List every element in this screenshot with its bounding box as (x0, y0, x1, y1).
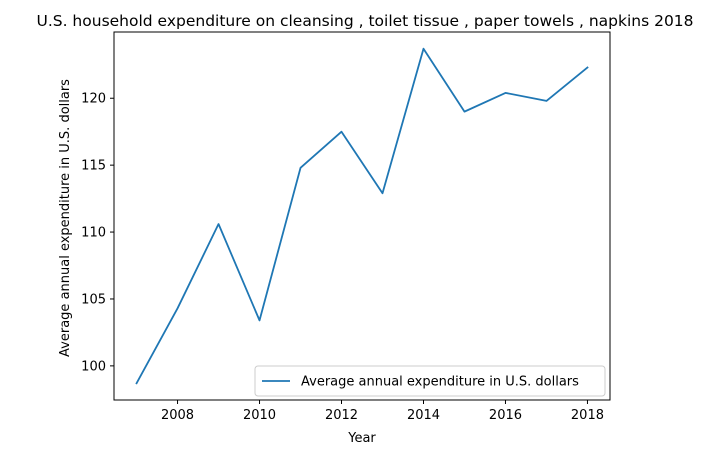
x-tick-label: 2018 (571, 408, 604, 423)
legend-label: Average annual expenditure in U.S. dolla… (301, 375, 579, 390)
y-tick-label: 120 (81, 92, 106, 107)
y-tick-label: 105 (81, 292, 106, 307)
x-tick-label: 2010 (243, 408, 276, 423)
axis-ticks: 2008 2010 2012 2014 2016 2018 100 105 110 115 120 (81, 92, 604, 423)
x-tick-label: 2016 (489, 408, 522, 423)
y-tick-label: 100 (81, 359, 106, 374)
legend-box (254, 365, 606, 397)
y-tick-label: 115 (81, 159, 106, 174)
y-tick-label: 110 (81, 226, 106, 241)
series-group (135, 47, 589, 385)
series-line (135, 47, 589, 385)
x-axis-label: Year (347, 431, 376, 446)
x-tick-label: 2008 (161, 408, 194, 423)
legend: Average annual expenditure in U.S. dolla… (254, 365, 606, 397)
x-tick-label: 2012 (325, 408, 358, 423)
x-tick-label: 2014 (407, 408, 440, 423)
plot-frame (113, 31, 611, 401)
plot-area: 2008 2010 2012 2014 2016 2018 100 105 110 115 120 (81, 31, 611, 423)
chart-title: U.S. household expenditure on cleansing … (36, 12, 693, 30)
y-axis-label: Average annual expenditure in U.S. dolla… (58, 79, 73, 357)
